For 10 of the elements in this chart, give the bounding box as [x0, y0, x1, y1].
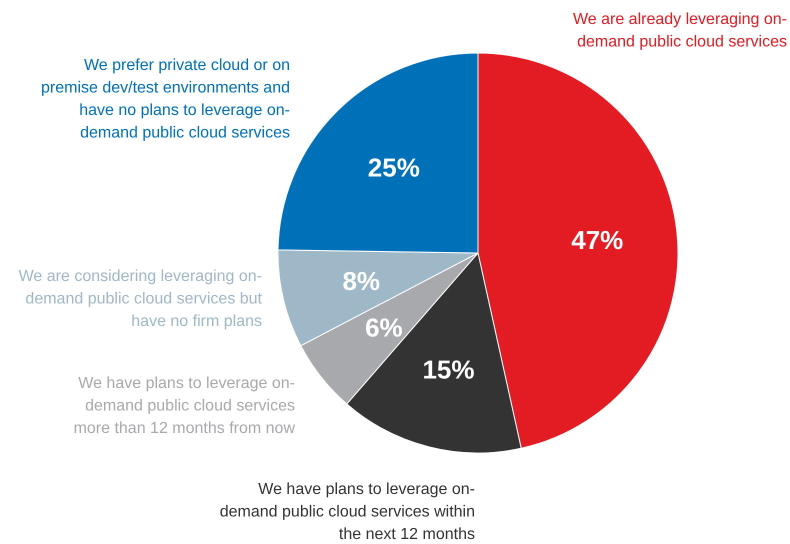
data-label: 47%	[571, 225, 624, 256]
slice-label: We have plans to leverage on-demand public cloud services more than 12 months from now	[74, 375, 296, 437]
data-label: 15%	[422, 354, 474, 384]
data-label: 6%	[365, 312, 403, 342]
slice-label: We prefer private cloud or on premise dev/test environments and have no plans to leverage on-demand public cloud services	[40, 57, 290, 142]
slice-label: We have plans to leverage on-demand public cloud services within the next 12 months	[220, 481, 475, 543]
slice-label: We are already leveraging on-demand public cloud services	[572, 11, 787, 50]
data-label: 25%	[368, 152, 420, 183]
slice-label: We are considering leveraging on-demand public cloud services but have no firm plans	[18, 268, 263, 330]
data-label: 8%	[342, 266, 380, 296]
